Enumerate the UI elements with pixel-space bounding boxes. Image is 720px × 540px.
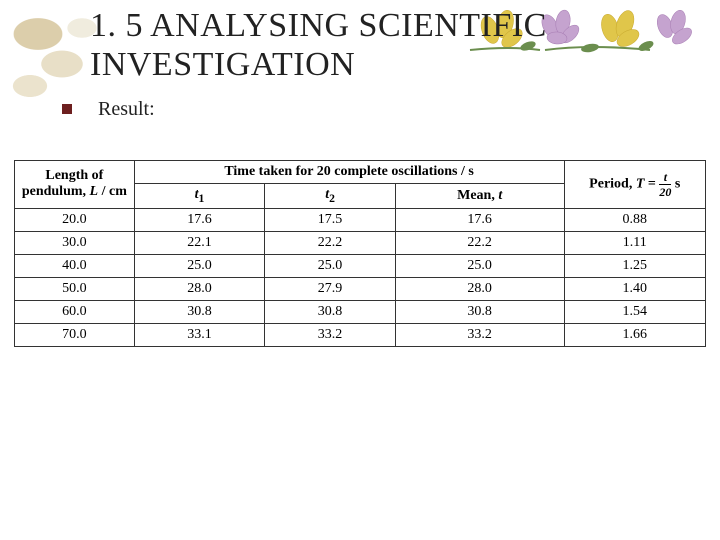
data-table: Length of pendulum, L / cm Time taken fo… bbox=[14, 160, 706, 347]
col-header-t2: t2 bbox=[265, 184, 396, 209]
cell-mean: 22.2 bbox=[395, 231, 564, 254]
cell-t2: 30.8 bbox=[265, 300, 396, 323]
cell-mean: 30.8 bbox=[395, 300, 564, 323]
table-row: 50.0 28.0 27.9 28.0 1.40 bbox=[15, 277, 706, 300]
table-row: 20.0 17.6 17.5 17.6 0.88 bbox=[15, 208, 706, 231]
cell-mean: 28.0 bbox=[395, 277, 564, 300]
cell-T: 1.40 bbox=[564, 277, 706, 300]
cell-t1: 28.0 bbox=[134, 277, 265, 300]
cell-L: 60.0 bbox=[15, 300, 135, 323]
cell-mean: 25.0 bbox=[395, 254, 564, 277]
table-row: 30.0 22.1 22.2 22.2 1.11 bbox=[15, 231, 706, 254]
cell-t2: 17.5 bbox=[265, 208, 396, 231]
cell-t2: 25.0 bbox=[265, 254, 396, 277]
col-header-t1: t1 bbox=[134, 184, 265, 209]
cell-mean: 33.2 bbox=[395, 323, 564, 346]
cell-L: 50.0 bbox=[15, 277, 135, 300]
cell-t1: 17.6 bbox=[134, 208, 265, 231]
cell-t2: 22.2 bbox=[265, 231, 396, 254]
cell-L: 70.0 bbox=[15, 323, 135, 346]
cell-L: 20.0 bbox=[15, 208, 135, 231]
cell-T: 0.88 bbox=[564, 208, 706, 231]
cell-t1: 22.1 bbox=[134, 231, 265, 254]
slide-title: 1. 5 ANALYSING SCIENTIFIC INVESTIGATION bbox=[90, 6, 700, 84]
cell-T: 1.25 bbox=[564, 254, 706, 277]
cell-t2: 27.9 bbox=[265, 277, 396, 300]
cell-L: 40.0 bbox=[15, 254, 135, 277]
cell-t1: 30.8 bbox=[134, 300, 265, 323]
table-row: 60.0 30.8 30.8 30.8 1.54 bbox=[15, 300, 706, 323]
cell-T: 1.11 bbox=[564, 231, 706, 254]
cell-t2: 33.2 bbox=[265, 323, 396, 346]
col-header-length: Length of pendulum, L / cm bbox=[15, 161, 135, 209]
header-row-1: Length of pendulum, L / cm Time taken fo… bbox=[15, 161, 706, 184]
cell-L: 30.0 bbox=[15, 231, 135, 254]
col-header-mean: Mean, t bbox=[395, 184, 564, 209]
cell-T: 1.54 bbox=[564, 300, 706, 323]
col-header-time: Time taken for 20 complete oscillations … bbox=[134, 161, 564, 184]
result-label: Result: bbox=[98, 98, 155, 121]
col-header-period: Period, T = t20 s bbox=[564, 161, 706, 209]
cell-t1: 33.1 bbox=[134, 323, 265, 346]
table-row: 70.0 33.1 33.2 33.2 1.66 bbox=[15, 323, 706, 346]
cell-mean: 17.6 bbox=[395, 208, 564, 231]
table-row: 40.0 25.0 25.0 25.0 1.25 bbox=[15, 254, 706, 277]
cell-t1: 25.0 bbox=[134, 254, 265, 277]
bullet-icon bbox=[62, 104, 72, 114]
cell-T: 1.66 bbox=[564, 323, 706, 346]
